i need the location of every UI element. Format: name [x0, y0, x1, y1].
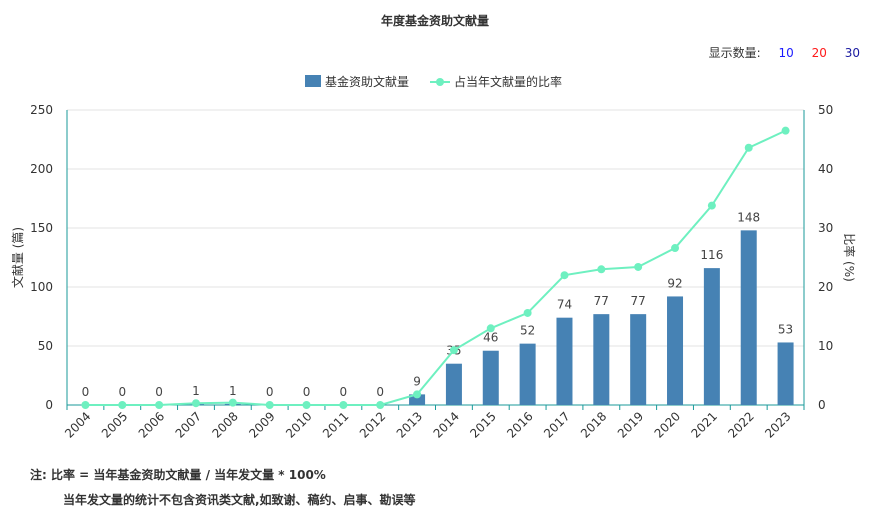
x-tick-label: 2019: [615, 409, 646, 440]
ratio-point: [634, 262, 643, 271]
chart-title: 年度基金资助文献量: [380, 14, 489, 28]
ratio-point: [339, 401, 348, 409]
ratio-point: [413, 390, 422, 399]
y-tick-label: 0: [45, 398, 53, 412]
ratio-point: [560, 271, 569, 280]
bar-value-label: 77: [594, 294, 609, 308]
legend-bar-swatch: [305, 75, 321, 87]
bar-value-label: 0: [118, 385, 126, 399]
bar-value-label: 52: [520, 324, 535, 338]
bar: [445, 363, 462, 405]
bar: [703, 268, 720, 405]
ratio-point: [597, 265, 606, 274]
x-tick-label: 2018: [578, 409, 609, 440]
ratio-point: [302, 401, 311, 409]
x-tick-label: 2022: [725, 409, 756, 440]
y2-tick-label: 10: [818, 339, 833, 353]
x-tick-label: 2014: [431, 409, 462, 440]
bar-value-label: 0: [303, 385, 311, 399]
ratio-point: [191, 399, 200, 408]
x-tick-label: 2012: [357, 409, 388, 440]
x-tick-label: 2008: [209, 409, 240, 440]
x-tick-label: 2007: [173, 409, 204, 440]
bar: [667, 296, 684, 405]
ratio-point: [118, 401, 127, 409]
x-tick-label: 2021: [688, 409, 719, 440]
bar-value-label: 0: [82, 385, 90, 399]
bar-value-label: 116: [700, 248, 723, 262]
bar: [740, 230, 757, 405]
legend-line-label: 占当年文献量的比率: [454, 74, 562, 89]
x-tick-label: 2005: [99, 409, 130, 440]
bar-value-label: 0: [340, 385, 348, 399]
bar: [630, 314, 647, 405]
ratio-line: [85, 129, 786, 406]
display-count-10[interactable]: 10: [778, 46, 794, 60]
y-tick-label: 200: [30, 162, 53, 176]
x-tick-label: 2015: [467, 409, 498, 440]
y2-tick-label: 0: [818, 398, 826, 412]
display-count-label: 显示数量:: [708, 46, 761, 60]
x-tick-label: 2013: [394, 409, 425, 440]
x-tick-label: 2023: [762, 409, 793, 440]
bar: [777, 342, 794, 405]
x-tick-label: 2009: [246, 409, 277, 440]
x-tick-label: 2006: [136, 409, 167, 440]
x-tick-label: 2010: [283, 409, 314, 440]
bar-value-label: 46: [483, 331, 498, 345]
bar: [519, 343, 536, 405]
bar-value-label: 53: [778, 322, 793, 336]
ratio-point: [744, 143, 753, 152]
bar: [409, 394, 426, 405]
ratio-point: [265, 401, 274, 409]
x-tick-label: 2016: [504, 409, 535, 440]
legend-line-marker: [436, 78, 444, 86]
bar: [593, 314, 610, 405]
y2-axis-title: 比率 (%): [842, 233, 857, 282]
ratio-point: [155, 401, 164, 409]
y-tick-label: 150: [30, 221, 53, 235]
bar: [482, 350, 499, 405]
y2-tick-label: 30: [818, 221, 833, 235]
bar-value-label: 92: [667, 276, 682, 290]
bar-value-label: 9: [413, 374, 421, 388]
display-count-30[interactable]: 30: [844, 46, 860, 60]
ratio-point: [486, 324, 495, 333]
legend-bar-label: 基金资助文献量: [325, 74, 409, 89]
y-axis-title: 文献量 (篇): [10, 227, 25, 288]
bar-value-label: 0: [376, 385, 384, 399]
bar-value-label: 74: [557, 298, 572, 312]
bar-value-label: 77: [631, 294, 646, 308]
ratio-point: [449, 346, 458, 355]
y2-tick-label: 50: [818, 103, 833, 117]
x-tick-label: 2020: [652, 409, 683, 440]
ratio-point: [523, 308, 532, 317]
y2-tick-label: 40: [818, 162, 833, 176]
ratio-point: [781, 126, 790, 135]
bar-value-label: 0: [266, 385, 274, 399]
ratio-point: [707, 201, 716, 210]
y-tick-label: 250: [30, 103, 53, 117]
ratio-point: [376, 401, 385, 409]
y2-tick-label: 20: [818, 280, 833, 294]
note-ratio-definition: 注: 比率 = 当年基金资助文献量 / 当年发文量 * 100%: [30, 468, 326, 482]
display-count-selector: 显示数量: 10 20 30: [709, 44, 860, 61]
note-exclusion: 当年发文量的统计不包含资讯类文献,如致谢、稿约、启事、勘误等: [63, 493, 416, 507]
y-tick-label: 50: [38, 339, 53, 353]
bar: [556, 317, 573, 405]
ratio-point: [228, 398, 237, 407]
bar-value-label: 148: [737, 210, 760, 224]
bar-value-label: 1: [229, 384, 237, 398]
bar-value-label: 0: [155, 385, 163, 399]
y-tick-label: 100: [30, 280, 53, 294]
ratio-point: [671, 244, 680, 253]
ratio-point: [81, 401, 90, 409]
bar-value-label: 1: [192, 384, 200, 398]
x-tick-label: 2017: [541, 409, 572, 440]
x-tick-label: 2004: [62, 409, 93, 440]
x-tick-label: 2011: [320, 409, 351, 440]
display-count-20[interactable]: 20: [811, 46, 827, 60]
